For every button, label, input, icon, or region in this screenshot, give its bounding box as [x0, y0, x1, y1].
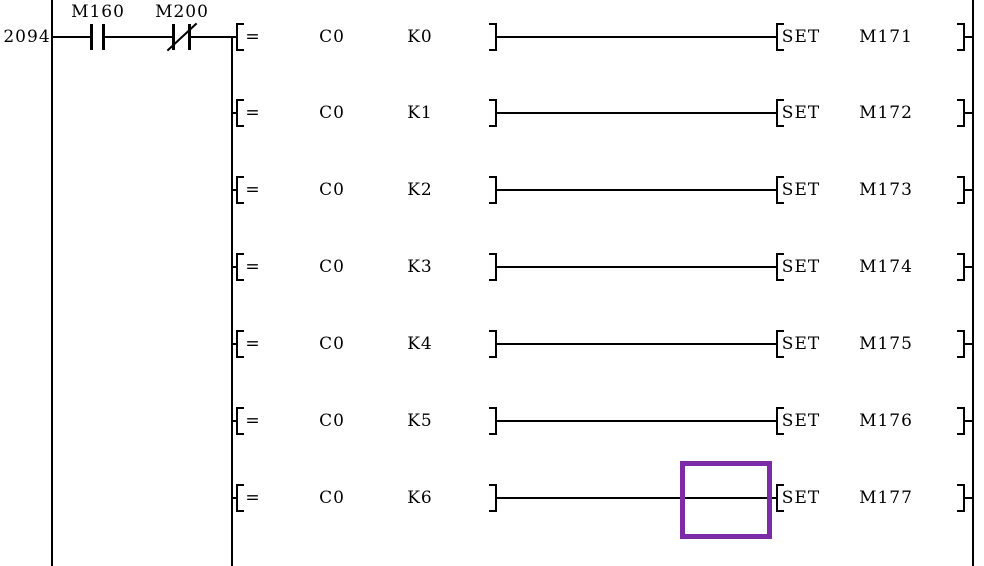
- set-open-bracket: [776, 99, 784, 127]
- compare-operand2[interactable]: K6: [407, 488, 433, 508]
- branch-row: = C0 K2 SET M173: [0, 152, 984, 229]
- contact-bar: [188, 24, 191, 50]
- compare-operand2[interactable]: K4: [407, 334, 433, 354]
- compare-open-bracket: [236, 484, 244, 512]
- wire: [52, 36, 91, 38]
- compare-operand1[interactable]: C0: [319, 411, 345, 431]
- branch-row: = C0 K4 SET M175: [0, 306, 984, 383]
- set-instruction[interactable]: SET: [781, 334, 821, 354]
- compare-open-bracket: [236, 23, 244, 51]
- wire: [495, 36, 776, 38]
- wire: [495, 112, 776, 114]
- rail-connector: [964, 36, 973, 38]
- contact-bar: [102, 24, 105, 50]
- set-open-bracket: [776, 253, 784, 281]
- compare-operand1[interactable]: C0: [319, 27, 345, 47]
- set-device[interactable]: M172: [859, 103, 913, 123]
- set-device[interactable]: M177: [859, 488, 913, 508]
- rail-connector: [964, 343, 973, 345]
- branch-row: = C0 K5 SET M176: [0, 383, 984, 460]
- branch-row: = C0 K6 SET M177: [0, 460, 984, 537]
- compare-operand1[interactable]: C0: [319, 257, 345, 277]
- branch-connector: [232, 497, 238, 499]
- rail-connector: [964, 420, 973, 422]
- compare-operator[interactable]: =: [245, 257, 261, 277]
- branch-row: = C0 K0 SET M171: [0, 0, 984, 76]
- compare-operand2[interactable]: K3: [407, 257, 433, 277]
- wire: [191, 36, 233, 38]
- compare-operand2[interactable]: K0: [407, 27, 433, 47]
- compare-open-bracket: [236, 407, 244, 435]
- set-open-bracket: [776, 407, 784, 435]
- wire: [495, 189, 776, 191]
- compare-open-bracket: [236, 99, 244, 127]
- compare-operand1[interactable]: C0: [319, 180, 345, 200]
- set-open-bracket: [776, 484, 784, 512]
- wire: [495, 266, 776, 268]
- set-open-bracket: [776, 330, 784, 358]
- branch-connector: [232, 266, 238, 268]
- compare-operator[interactable]: =: [245, 180, 261, 200]
- left-power-rail: [51, 0, 53, 566]
- set-device[interactable]: M173: [859, 180, 913, 200]
- branch-rail: [231, 36, 233, 566]
- rail-connector: [964, 112, 973, 114]
- contact-label: M160: [71, 2, 125, 22]
- branch-connector: [232, 189, 238, 191]
- branch-row: = C0 K3 SET M174: [0, 229, 984, 306]
- set-instruction[interactable]: SET: [781, 411, 821, 431]
- set-device[interactable]: M174: [859, 257, 913, 277]
- branch-connector: [232, 343, 238, 345]
- branch-connector: [232, 36, 238, 38]
- compare-open-bracket: [236, 253, 244, 281]
- wire: [105, 36, 173, 38]
- set-instruction[interactable]: SET: [781, 488, 821, 508]
- compare-operator[interactable]: =: [245, 411, 261, 431]
- contact-bar: [90, 24, 93, 50]
- rung-number: 2094: [3, 27, 51, 47]
- right-power-rail: [972, 0, 974, 566]
- set-open-bracket: [776, 176, 784, 204]
- set-instruction[interactable]: SET: [781, 257, 821, 277]
- compare-operand1[interactable]: C0: [319, 103, 345, 123]
- compare-operand1[interactable]: C0: [319, 334, 345, 354]
- compare-open-bracket: [236, 176, 244, 204]
- set-device[interactable]: M175: [859, 334, 913, 354]
- set-instruction[interactable]: SET: [781, 103, 821, 123]
- rail-connector: [964, 497, 973, 499]
- selected-cell-cursor[interactable]: [680, 461, 772, 539]
- set-instruction[interactable]: SET: [781, 27, 821, 47]
- compare-operand1[interactable]: C0: [319, 488, 345, 508]
- wire: [495, 343, 776, 345]
- contact-bar: [172, 24, 175, 50]
- rail-connector: [964, 189, 973, 191]
- branch-row: = C0 K1 SET M172: [0, 75, 984, 152]
- contact-label: M200: [155, 2, 209, 22]
- compare-open-bracket: [236, 330, 244, 358]
- wire: [495, 497, 776, 499]
- compare-operand2[interactable]: K1: [407, 103, 433, 123]
- branch-connector: [232, 112, 238, 114]
- compare-operator[interactable]: =: [245, 103, 261, 123]
- compare-operand2[interactable]: K5: [407, 411, 433, 431]
- rail-connector: [964, 266, 973, 268]
- compare-operand2[interactable]: K2: [407, 180, 433, 200]
- wire: [495, 420, 776, 422]
- set-device[interactable]: M176: [859, 411, 913, 431]
- set-instruction[interactable]: SET: [781, 180, 821, 200]
- branch-connector: [232, 420, 238, 422]
- set-open-bracket: [776, 23, 784, 51]
- compare-operator[interactable]: =: [245, 488, 261, 508]
- set-device[interactable]: M171: [859, 27, 913, 47]
- compare-operator[interactable]: =: [245, 27, 261, 47]
- compare-operator[interactable]: =: [245, 334, 261, 354]
